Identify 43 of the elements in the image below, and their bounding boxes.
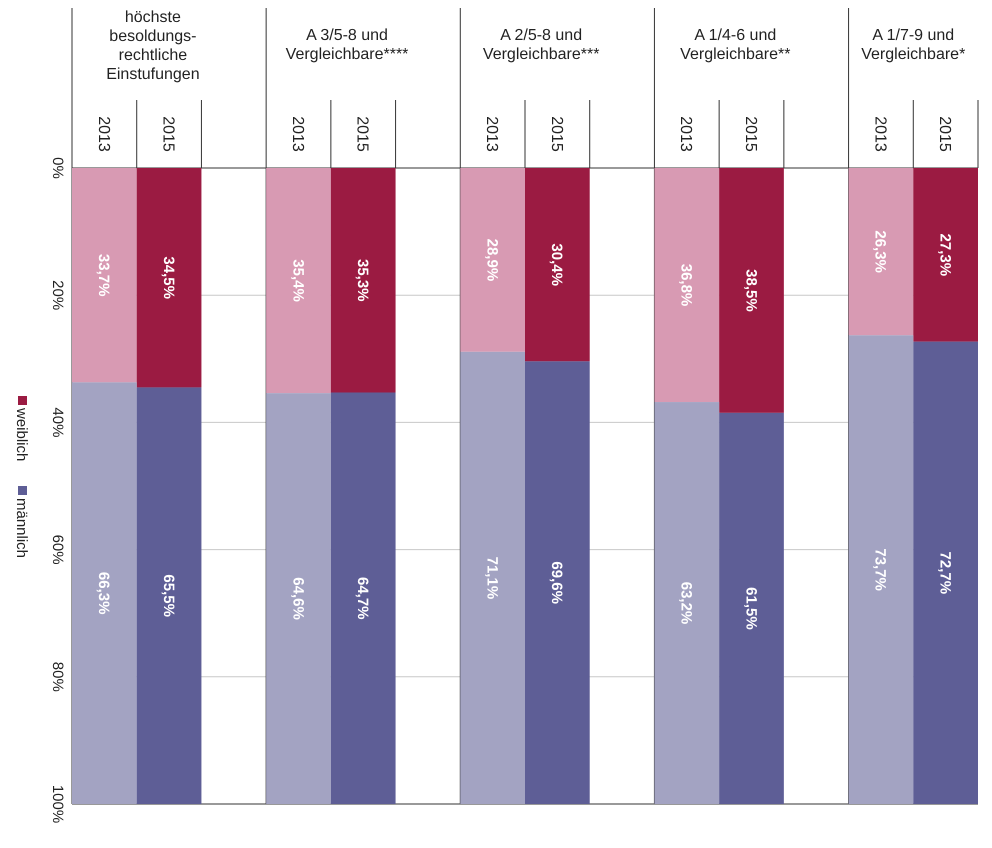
x-tick-label: 2013: [871, 116, 888, 152]
data-label: 36,8%: [678, 264, 695, 306]
text: A 2/5-8 und Vergleichbare***: [482, 27, 600, 63]
data-label: 65,5%: [160, 574, 177, 617]
data-label: 66,3%: [95, 572, 112, 614]
x-tick-label: 2015: [548, 116, 565, 152]
text: A 1/4-6 und Vergleichbare**: [680, 27, 790, 63]
data-label: 35,4%: [289, 259, 306, 302]
text: höchste besoldungs- rechtliche Einstufungen: [106, 9, 200, 83]
y-tick-label: 60%: [48, 534, 66, 565]
y-tick-label: 20%: [48, 280, 66, 310]
data-label: 69,6%: [548, 561, 566, 604]
x-tick-label: 2015: [742, 116, 759, 152]
data-label: 27,3%: [936, 234, 954, 276]
legend-label: weiblich: [12, 407, 30, 462]
data-label: 64,7%: [354, 576, 371, 620]
data-label: 28,9%: [483, 238, 500, 282]
data-label: 34,5%: [160, 256, 177, 299]
data-label: 71,1%: [483, 556, 500, 600]
x-tick-label: 2013: [288, 116, 306, 152]
data-label: 64,6%: [289, 577, 306, 620]
x-tick-label: 2015: [354, 116, 371, 152]
data-label: 61,5%: [742, 587, 760, 630]
data-label: 73,7%: [872, 548, 889, 591]
y-tick-label: 100%: [48, 784, 66, 824]
x-tick-label: 2013: [483, 116, 500, 152]
data-label: 30,4%: [548, 243, 566, 286]
text: A 3/5-8 und Vergleichbare****: [286, 27, 408, 63]
x-tick-label: 2013: [677, 116, 694, 152]
data-label: 63,2%: [678, 582, 695, 624]
x-tick-label: 2015: [159, 116, 176, 152]
data-label: 38,5%: [742, 269, 760, 312]
data-label: 72,7%: [936, 552, 954, 594]
x-tick-label: 2013: [94, 116, 112, 152]
y-tick-label: 40%: [48, 407, 66, 438]
legend-label: männlich: [12, 498, 30, 558]
x-tick-label: 2015: [936, 116, 954, 152]
y-tick-label: 0%: [48, 157, 66, 179]
data-label: 35,3%: [354, 258, 371, 302]
text: A 1/7-9 und Vergleichbare*: [861, 27, 966, 63]
data-label: 33,7%: [95, 254, 112, 296]
data-label: 26,3%: [872, 230, 889, 273]
y-tick-label: 80%: [48, 662, 66, 692]
